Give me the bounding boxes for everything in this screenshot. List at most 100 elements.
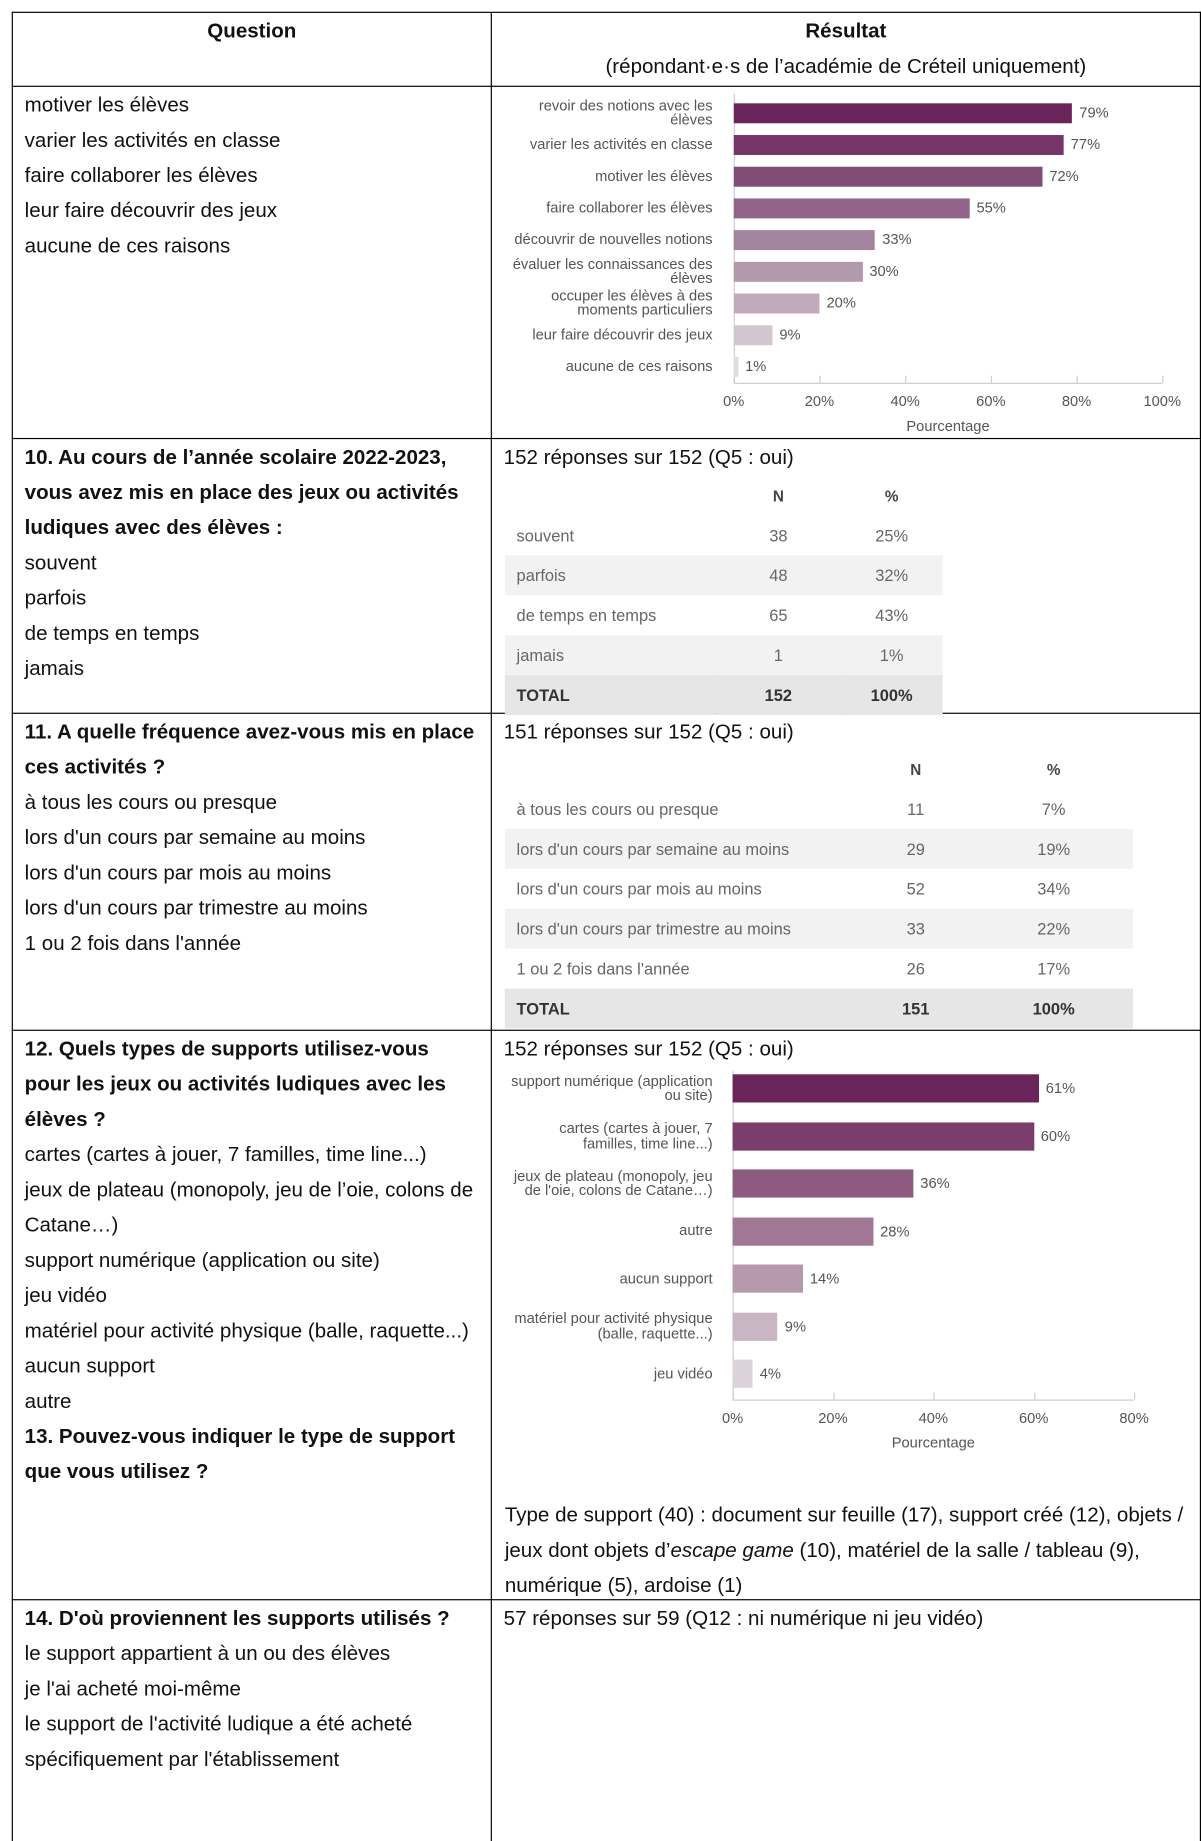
bar (733, 166, 1043, 187)
cell: 152 (764, 685, 793, 705)
question-cell: 10. Au cours de l’année scolaire 2022-20… (11, 437, 492, 714)
question: 10. Au cours de l’année scolaire 2022-20… (24, 444, 459, 539)
table-row: à tous les cours ou presque 11 7% (504, 789, 1133, 829)
cell: 32% (875, 565, 909, 585)
answer-part: Type de support (40) : document sur feui… (504, 1502, 1184, 1562)
cell: 1 ou 2 fois dans l'année (516, 959, 690, 979)
option: support numérique (application ou site) (24, 1248, 380, 1272)
x-axis-label: Pourcentage (891, 1434, 975, 1452)
bar (732, 1359, 753, 1388)
x-tick-label: 60% (1019, 1410, 1049, 1427)
value-label: 30% (869, 263, 899, 280)
category-label: autre (679, 1222, 713, 1239)
tick-mark (1162, 375, 1164, 383)
data-table: N% à tous les cours ou presque 11 7% lors d'… (504, 749, 1133, 1029)
option: leur faire découvrir des jeux (24, 198, 278, 222)
cell: 100% (870, 685, 913, 705)
value-label: 36% (920, 1175, 950, 1192)
answer-part: (10), matériel de la salle / tableau (9)… (504, 1538, 1140, 1597)
cell (505, 749, 857, 789)
option: cartes (cartes à jouer, 7 familles, time… (24, 1142, 427, 1166)
value-label: 20% (826, 294, 856, 312)
category-label: aucune de ces raisons (565, 357, 713, 375)
result-cell: 151 réponses sur 152 (Q5 : oui) (490, 712, 1201, 1031)
category-label: évaluer les connaissances des élèves (512, 255, 713, 287)
value-label: 61% (1045, 1080, 1076, 1097)
x-tick-label: 100% (1143, 393, 1182, 410)
option: de temps en temps (24, 621, 200, 645)
option: jamais (24, 656, 85, 680)
table-row: de temps en temps 65 43% (504, 595, 943, 636)
option: motiver les élèves (24, 92, 190, 117)
category-label: support numérique (application ou site) (511, 1072, 713, 1104)
table-header: N% (504, 749, 1133, 790)
question: 12. Quels types de supports utilisez-vou… (24, 1036, 446, 1131)
x-tick-label: 20% (804, 393, 835, 410)
bar (732, 1121, 1034, 1151)
cell: 48 (769, 565, 788, 585)
table-row: lors d'un cours par semaine au moins 29 19… (504, 828, 1133, 869)
table-row: TOTAL 151 100% (504, 988, 1133, 1029)
option: à tous les cours ou presque (24, 790, 278, 814)
bar (733, 356, 739, 377)
question-cell: 14. D'où proviennent les supports utilis… (11, 1599, 492, 1841)
value-label: 79% (1079, 104, 1109, 121)
x-axis-label: Pourcentage (906, 417, 990, 435)
value-label: 9% (779, 326, 801, 343)
category-label: découvrir de nouvelles notions (514, 231, 713, 248)
table-body: N% à tous les cours ou presque 11 7% lors d'… (504, 749, 1133, 1029)
bar (733, 197, 970, 218)
bar (732, 1169, 914, 1198)
cell: parfois (516, 565, 566, 585)
cell: 38 (769, 526, 788, 545)
option: parfois (24, 585, 87, 610)
cell: à tous les cours ou presque (516, 799, 719, 819)
tick-mark (933, 1392, 935, 1400)
option: lors d'un cours par trimestre au moins (24, 895, 368, 920)
responses: 151 réponses sur 152 (Q5 : oui) (503, 719, 794, 744)
x-tick-label: 80% (1061, 393, 1092, 410)
table-row: jamais 1 1% (504, 635, 943, 676)
header-question: Question (207, 18, 297, 43)
result-cell: 57 réponses sur 59 (Q12 : ni numérique n… (490, 1599, 1201, 1841)
cell: jamais (516, 645, 565, 665)
category-label: leur faire découvrir des jeux (532, 326, 713, 343)
x-tick-label: 20% (818, 1410, 848, 1427)
category-label: jeu vidéo (653, 1365, 713, 1382)
option: lors d'un cours par mois au moins (24, 860, 332, 885)
cell: 43% (875, 605, 909, 625)
bar (733, 324, 773, 345)
header-note: (répondant·e·s de l’académie de Créteil … (605, 54, 1087, 78)
option: faire collaborer les élèves (24, 163, 258, 187)
tick-mark (819, 375, 821, 383)
table-row: parfois 48 32% (504, 555, 943, 596)
table-body: N% souvent 38 25% parfois 48 32% de temps en te… (504, 475, 943, 716)
option: varier les activités en classe (24, 127, 281, 152)
category-label: varier les activités en classe (529, 135, 713, 153)
cell: souvent (516, 526, 575, 545)
cell: 19% (1037, 839, 1071, 859)
cell: 1 (773, 645, 783, 665)
option: lors d'un cours par semaine au moins (24, 825, 366, 849)
responses: 57 réponses sur 59 (Q12 : ni numérique n… (503, 1606, 984, 1630)
value-label: 77% (1070, 136, 1101, 153)
cell: TOTAL (516, 685, 570, 705)
bar (733, 229, 876, 250)
cell: 29 (906, 839, 925, 859)
responses: 152 réponses sur 152 (Q5 : oui) (503, 444, 794, 469)
category-label: faire collaborer les élèves (546, 199, 713, 216)
table-header: N% (504, 475, 943, 516)
cell (505, 476, 716, 516)
row: 14. D'où proviennent les supports utilis… (11, 1599, 1201, 1841)
cell: de temps en temps (516, 605, 657, 625)
tick-mark (733, 375, 735, 383)
question-cell: 11. A quelle fréquence avez-vous mis en … (11, 712, 492, 1031)
cell: 25% (875, 526, 909, 545)
option: autre (24, 1388, 72, 1413)
value-label: 9% (784, 1317, 807, 1335)
data-table: N% souvent 38 25% parfois 48 32% de temps en te… (504, 475, 943, 716)
tick-mark (832, 1392, 835, 1400)
cell: 34% (1037, 879, 1071, 899)
x-tick-label: 40% (918, 1410, 949, 1427)
